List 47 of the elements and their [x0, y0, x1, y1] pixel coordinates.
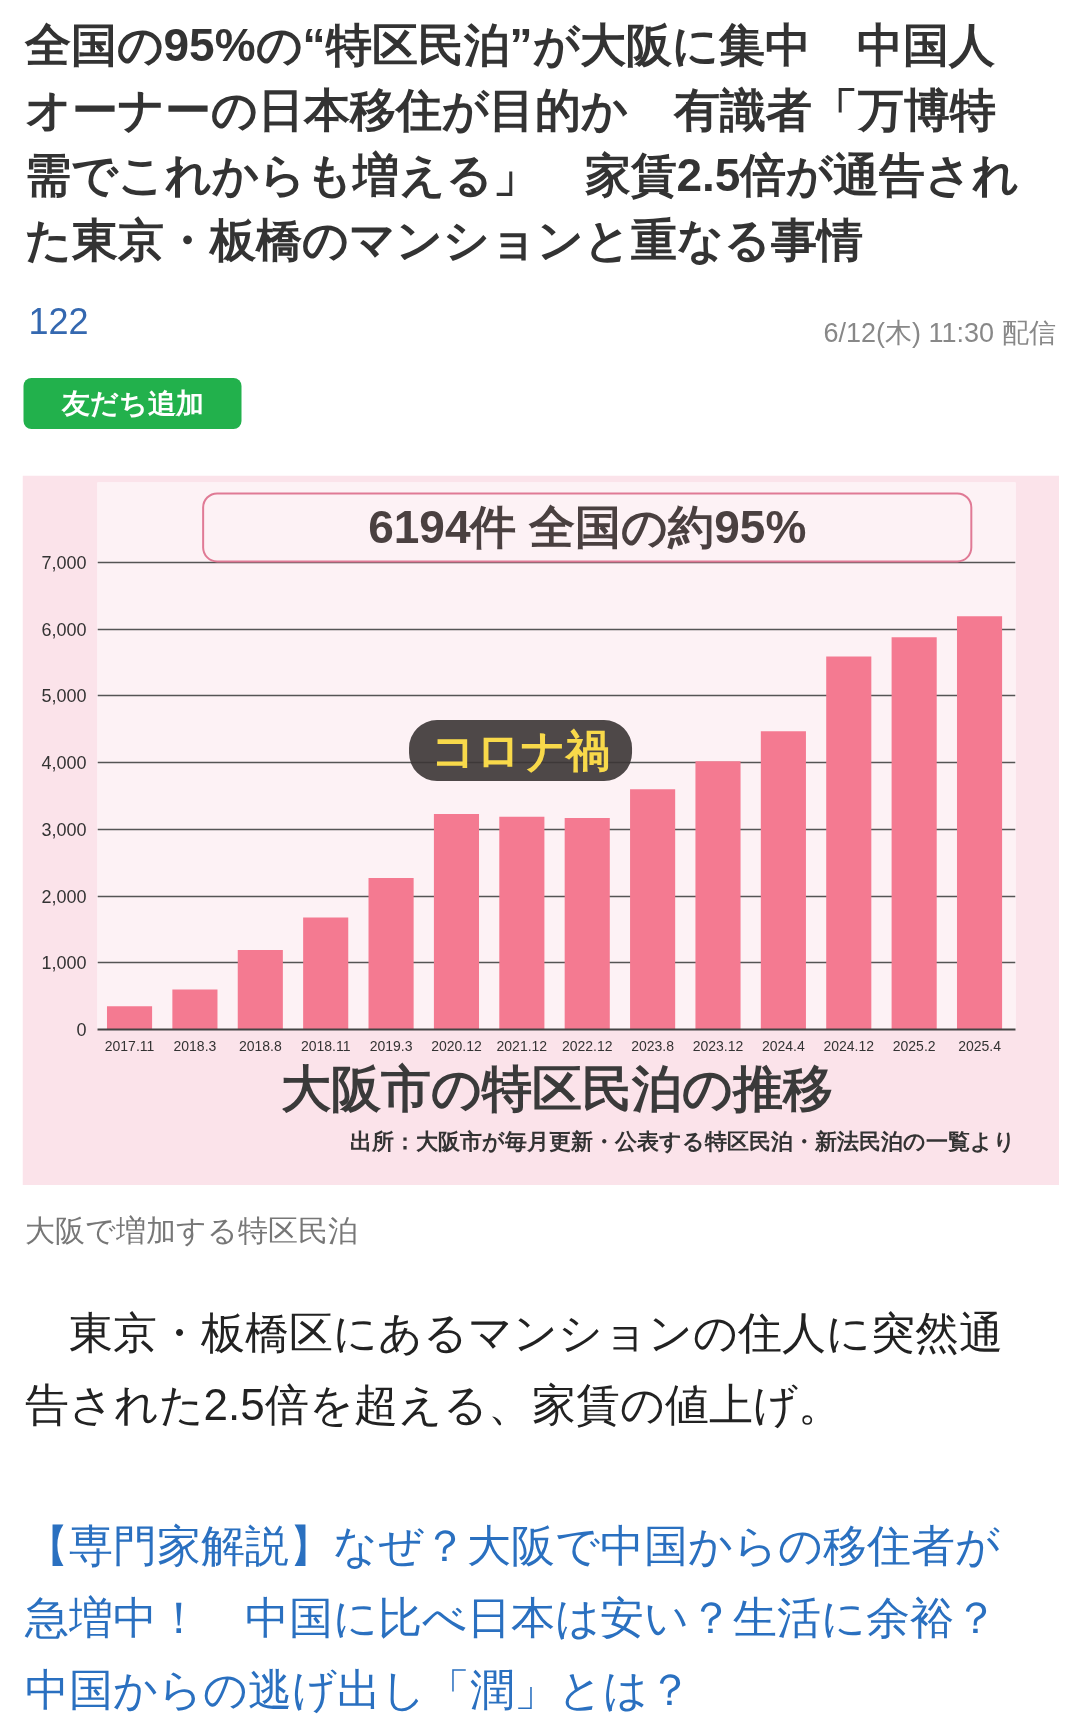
- x-tick-label: 2019.3: [369, 1037, 413, 1054]
- text: 大阪で増加する特区民泊: [24, 1214, 358, 1247]
- text: 出所：大阪市が毎月更新・公表する特区民泊・新法民泊の一覧より: [349, 1128, 1016, 1154]
- x-tick-label: 2023.12: [692, 1037, 744, 1054]
- bar: [433, 814, 480, 1030]
- text: 122: [28, 300, 89, 342]
- bar: [891, 637, 937, 1030]
- annotation: コロナ禍: [431, 726, 611, 776]
- text: 大阪市の特区民泊の推移: [280, 1060, 833, 1117]
- bar: [303, 917, 349, 1030]
- text: 6/12(木) 11:30 配信: [823, 317, 1056, 348]
- x-tick-label: 2018.8: [238, 1037, 282, 1054]
- bar: [760, 731, 806, 1030]
- x-tick-label: 2020.12: [431, 1037, 482, 1054]
- bar: [237, 950, 283, 1030]
- x-tick-label: 2025.2: [892, 1037, 936, 1054]
- bar: [564, 818, 610, 1030]
- bar: [499, 816, 545, 1030]
- y-tick-label: 3,000: [41, 819, 87, 840]
- y-tick-label: 1,000: [41, 953, 87, 974]
- y-tick-label: 4,000: [41, 753, 87, 774]
- x-tick-label: 2018.11: [300, 1037, 351, 1054]
- x-tick-label: 2024.4: [761, 1037, 806, 1054]
- x-tick-label: 2017.11: [104, 1037, 155, 1054]
- bar: [956, 616, 1003, 1030]
- y-tick-label: 7,000: [41, 553, 87, 574]
- bar: [368, 878, 414, 1030]
- x-tick-label: 2025.4: [958, 1037, 1002, 1054]
- x-tick-label: 2024.12: [823, 1037, 875, 1054]
- y-tick-label: 2,000: [41, 886, 87, 907]
- text: 東京・板橋区にあるマンションの住人に突然通告された2.5倍を超える、家賃の値上げ。: [24, 1308, 1003, 1429]
- chart-title: 全国の95%の“特区民泊”が大阪に集中 中国人オーナーの日本移住が目的か 有識者「万博特需でこれからも増える」 家賃2.5倍が通告された東京・板橋のマンションと重なる事情: [23, 18, 1020, 266]
- x-tick-label: 2021.12: [496, 1037, 548, 1054]
- x-tick-label: 2022.12: [561, 1037, 613, 1054]
- y-tick-label: 6,000: [41, 619, 87, 640]
- bar: [106, 1006, 153, 1030]
- annotation: 6194件 全国の約95%: [368, 501, 807, 554]
- x-tick-label: 2023.8: [631, 1037, 675, 1054]
- y-tick-label: 0: [76, 1020, 87, 1040]
- text: 友だち追加: [60, 388, 204, 419]
- bar: [172, 989, 218, 1030]
- bar: [695, 761, 741, 1030]
- bar: [630, 789, 676, 1030]
- y-tick-label: 5,000: [41, 686, 87, 707]
- bar: [826, 656, 872, 1030]
- x-tick-label: 2018.3: [173, 1037, 217, 1054]
- text: 【専門家解説】なぜ？大阪で中国からの移住者が急増中！ 中国に比べ日本は安い？生活に余裕？中国からの逃げ出し「潤」とは？: [23, 1521, 1000, 1714]
